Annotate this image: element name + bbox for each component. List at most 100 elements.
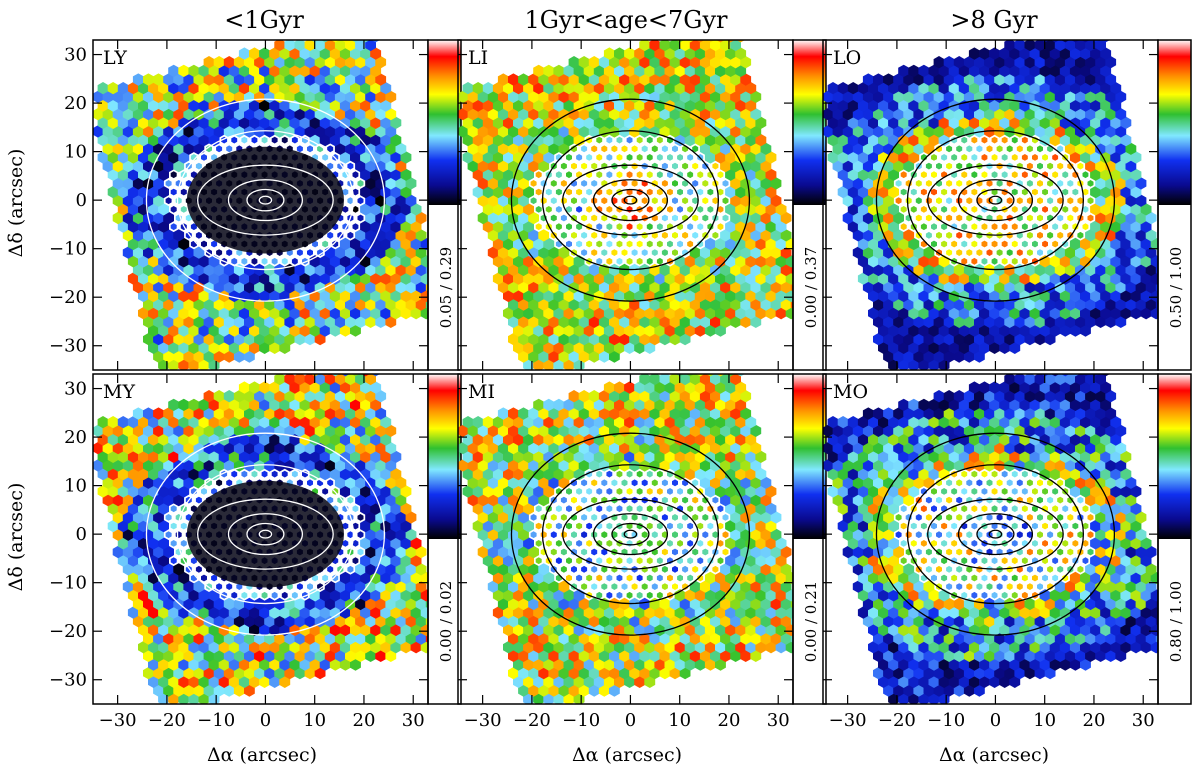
bin-cell bbox=[523, 359, 534, 370]
bin-cell bbox=[644, 99, 656, 112]
bin-cell bbox=[543, 289, 555, 303]
bin-cell bbox=[588, 90, 600, 103]
bin-cell bbox=[238, 324, 250, 337]
bin-cell bbox=[324, 407, 336, 420]
bin-cell bbox=[223, 390, 235, 403]
bin-cell bbox=[122, 177, 134, 190]
bin-cell bbox=[780, 563, 792, 576]
bin-cell bbox=[941, 223, 948, 231]
bin-cell bbox=[405, 545, 417, 559]
bin-cell bbox=[715, 589, 726, 602]
bin-cell bbox=[888, 203, 899, 216]
bin-cell bbox=[672, 514, 678, 521]
bin-cell bbox=[631, 145, 638, 153]
bin-cell bbox=[274, 649, 286, 662]
bin-cell bbox=[395, 211, 407, 225]
bin-cell bbox=[1034, 108, 1046, 121]
bin-cell bbox=[223, 108, 235, 121]
bin-cell bbox=[350, 99, 361, 112]
bin-cell bbox=[148, 467, 159, 481]
bin-cell bbox=[601, 145, 608, 153]
bin-cell bbox=[677, 574, 683, 582]
bin-cell bbox=[360, 554, 371, 567]
bin-cell bbox=[634, 641, 646, 654]
bin-cell bbox=[913, 73, 925, 86]
bin-cell bbox=[578, 350, 590, 363]
bin-cell bbox=[873, 142, 884, 155]
colorbar bbox=[428, 40, 461, 205]
bin-cell bbox=[360, 416, 371, 429]
bin-cell bbox=[664, 116, 676, 129]
bin-cell bbox=[365, 476, 376, 489]
bin-cell bbox=[923, 125, 935, 138]
bin-cell bbox=[862, 142, 874, 155]
bin-cell bbox=[616, 591, 623, 599]
bin-cell bbox=[178, 99, 190, 112]
bin-cell bbox=[598, 73, 610, 86]
bin-cell bbox=[654, 47, 666, 60]
bin-cell bbox=[365, 142, 376, 155]
bin-cell bbox=[281, 257, 288, 265]
bin-cell bbox=[609, 632, 620, 645]
bin-cell bbox=[649, 56, 661, 69]
bin-cell bbox=[380, 450, 392, 463]
bin-cell bbox=[132, 177, 144, 190]
bin-cell bbox=[770, 615, 782, 628]
bin-cell bbox=[410, 255, 422, 268]
bin-cell bbox=[1140, 255, 1152, 268]
bin-cell bbox=[664, 606, 676, 619]
bin-cell bbox=[193, 424, 205, 437]
bin-cell bbox=[553, 133, 565, 147]
bin-cell bbox=[1125, 298, 1137, 311]
bin-cell bbox=[271, 136, 278, 144]
bin-cell bbox=[314, 40, 326, 52]
bin-cell bbox=[730, 108, 741, 121]
bin-cell bbox=[294, 632, 306, 645]
bin-cell bbox=[639, 298, 651, 311]
bin-cell bbox=[1085, 108, 1096, 121]
bin-cell bbox=[730, 597, 741, 611]
bin-cell bbox=[173, 407, 185, 420]
bin-cell bbox=[735, 203, 747, 216]
bin-cell bbox=[1042, 154, 1048, 161]
bin-cell bbox=[168, 64, 180, 77]
bin-cell bbox=[148, 133, 159, 147]
bin-cell bbox=[1011, 171, 1018, 179]
colorbar-frame bbox=[427, 39, 462, 371]
bin-cell bbox=[558, 632, 570, 645]
bin-cell bbox=[163, 263, 174, 277]
bin-cell bbox=[244, 73, 255, 86]
bin-cell bbox=[158, 450, 169, 463]
bin-cell bbox=[352, 522, 359, 530]
bin-cell bbox=[609, 649, 620, 662]
bin-cell bbox=[621, 479, 628, 487]
bin-cell bbox=[342, 540, 349, 547]
bin-cell bbox=[619, 649, 630, 662]
bin-cell bbox=[274, 667, 286, 680]
bin-cell bbox=[163, 211, 174, 225]
bin-cell bbox=[1140, 220, 1152, 233]
bin-cell bbox=[933, 125, 945, 138]
bin-cell bbox=[550, 197, 557, 205]
bin-cell bbox=[289, 606, 301, 619]
bin-cell bbox=[898, 82, 910, 95]
bin-cell bbox=[148, 272, 159, 285]
bin-cell bbox=[725, 151, 736, 164]
bin-cell bbox=[735, 99, 747, 112]
bin-cell bbox=[923, 246, 935, 259]
bin-cell bbox=[571, 496, 577, 504]
bin-cell bbox=[1100, 151, 1112, 164]
bin-cell bbox=[664, 641, 676, 654]
bin-cell bbox=[667, 188, 673, 196]
bin-cell bbox=[614, 341, 625, 354]
bin-cell bbox=[735, 255, 747, 268]
bin-cell bbox=[555, 206, 562, 213]
bin-cell bbox=[329, 398, 341, 411]
bin-cell bbox=[269, 82, 281, 95]
bin-cell bbox=[913, 125, 925, 138]
bin-cell bbox=[548, 476, 560, 489]
bin-cell bbox=[138, 151, 149, 164]
bin-cell bbox=[107, 467, 119, 481]
bin-cell bbox=[898, 289, 910, 303]
